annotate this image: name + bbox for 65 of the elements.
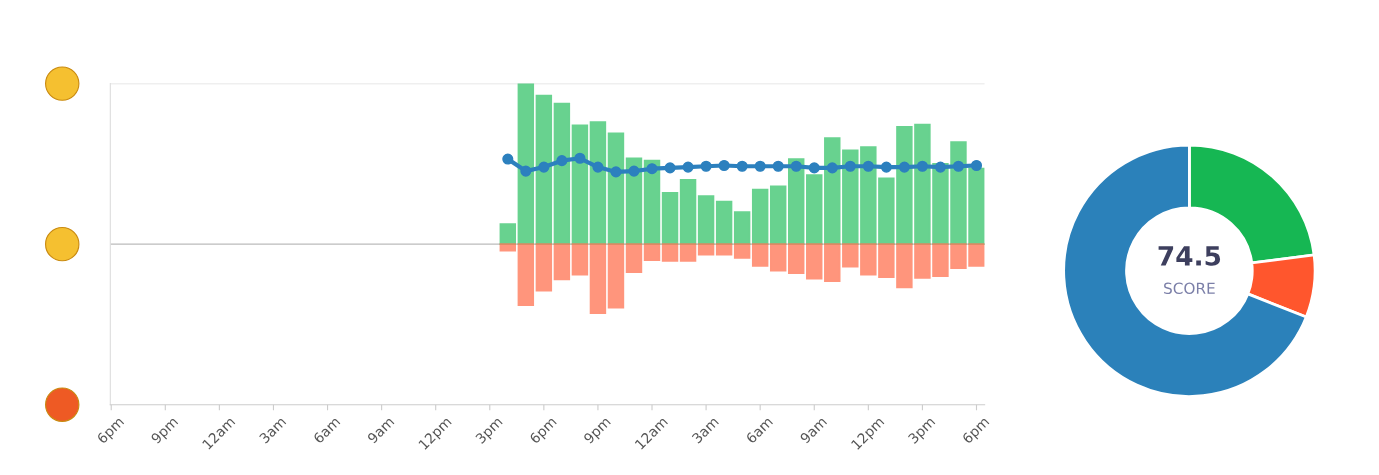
bar bbox=[788, 158, 805, 245]
bar bbox=[679, 179, 697, 245]
bar bbox=[679, 243, 697, 262]
point bbox=[844, 160, 856, 172]
point bbox=[934, 161, 946, 173]
point bbox=[700, 160, 712, 172]
point bbox=[952, 160, 965, 172]
point bbox=[880, 161, 892, 173]
bar bbox=[517, 243, 535, 306]
point bbox=[790, 160, 802, 172]
point bbox=[718, 159, 730, 172]
bar bbox=[643, 159, 661, 245]
bar bbox=[553, 243, 571, 281]
point bbox=[736, 160, 748, 172]
point bbox=[826, 162, 838, 174]
text: SCORE bbox=[1164, 282, 1215, 295]
bar bbox=[806, 174, 823, 245]
point bbox=[520, 165, 532, 177]
bar bbox=[517, 83, 535, 245]
bar bbox=[535, 243, 553, 292]
point bbox=[754, 160, 766, 172]
point bbox=[772, 160, 784, 172]
bar bbox=[625, 243, 643, 274]
point bbox=[628, 165, 640, 177]
bar bbox=[715, 243, 733, 256]
point bbox=[970, 159, 983, 172]
point bbox=[574, 152, 586, 164]
bar bbox=[769, 185, 787, 245]
point bbox=[538, 161, 550, 173]
point bbox=[502, 153, 514, 165]
bar bbox=[697, 243, 715, 256]
bar bbox=[535, 94, 553, 245]
bar bbox=[769, 243, 787, 272]
bar bbox=[643, 243, 661, 262]
point bbox=[808, 162, 820, 174]
bar bbox=[589, 121, 607, 245]
bar bbox=[589, 243, 607, 315]
bar bbox=[607, 243, 625, 309]
text: 74.5 bbox=[1158, 246, 1221, 266]
bar bbox=[499, 243, 517, 252]
bar bbox=[661, 191, 679, 245]
point bbox=[916, 160, 928, 172]
bar bbox=[499, 223, 517, 245]
point bbox=[592, 161, 604, 173]
bar bbox=[806, 243, 823, 280]
bar bbox=[788, 243, 805, 274]
bar bbox=[553, 102, 571, 245]
point bbox=[898, 161, 910, 173]
bar bbox=[625, 157, 643, 245]
bar bbox=[751, 243, 769, 267]
point bbox=[862, 160, 874, 172]
bar bbox=[571, 124, 589, 245]
bar bbox=[733, 211, 751, 245]
point bbox=[610, 166, 622, 178]
point bbox=[664, 162, 676, 174]
bar bbox=[715, 200, 733, 245]
point bbox=[556, 155, 568, 167]
bar bbox=[697, 195, 715, 245]
point bbox=[682, 161, 694, 173]
point bbox=[646, 163, 658, 175]
bar bbox=[661, 243, 679, 262]
bar bbox=[571, 243, 589, 276]
bar bbox=[733, 243, 751, 259]
bar bbox=[607, 132, 625, 245]
bar bbox=[751, 188, 769, 245]
